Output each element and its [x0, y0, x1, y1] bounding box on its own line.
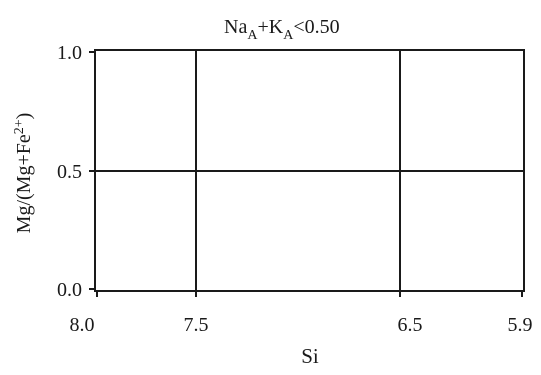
x-tick-label: 6.5 [398, 314, 423, 336]
y-tick-label: 0.0 [57, 279, 82, 301]
x-tick-label: 8.0 [70, 314, 95, 336]
x-tick-label: 7.5 [184, 314, 209, 336]
y-tick-label: 1.0 [57, 42, 82, 64]
x-axis-label: Si [301, 344, 319, 368]
diagram-title: NaA+KA<0.50 [224, 16, 340, 43]
y-axis-label: Mg/(Mg+Fe2+) [12, 113, 35, 234]
x-tick-label: 5.9 [508, 314, 533, 336]
y-tick-label: 0.5 [57, 161, 82, 183]
